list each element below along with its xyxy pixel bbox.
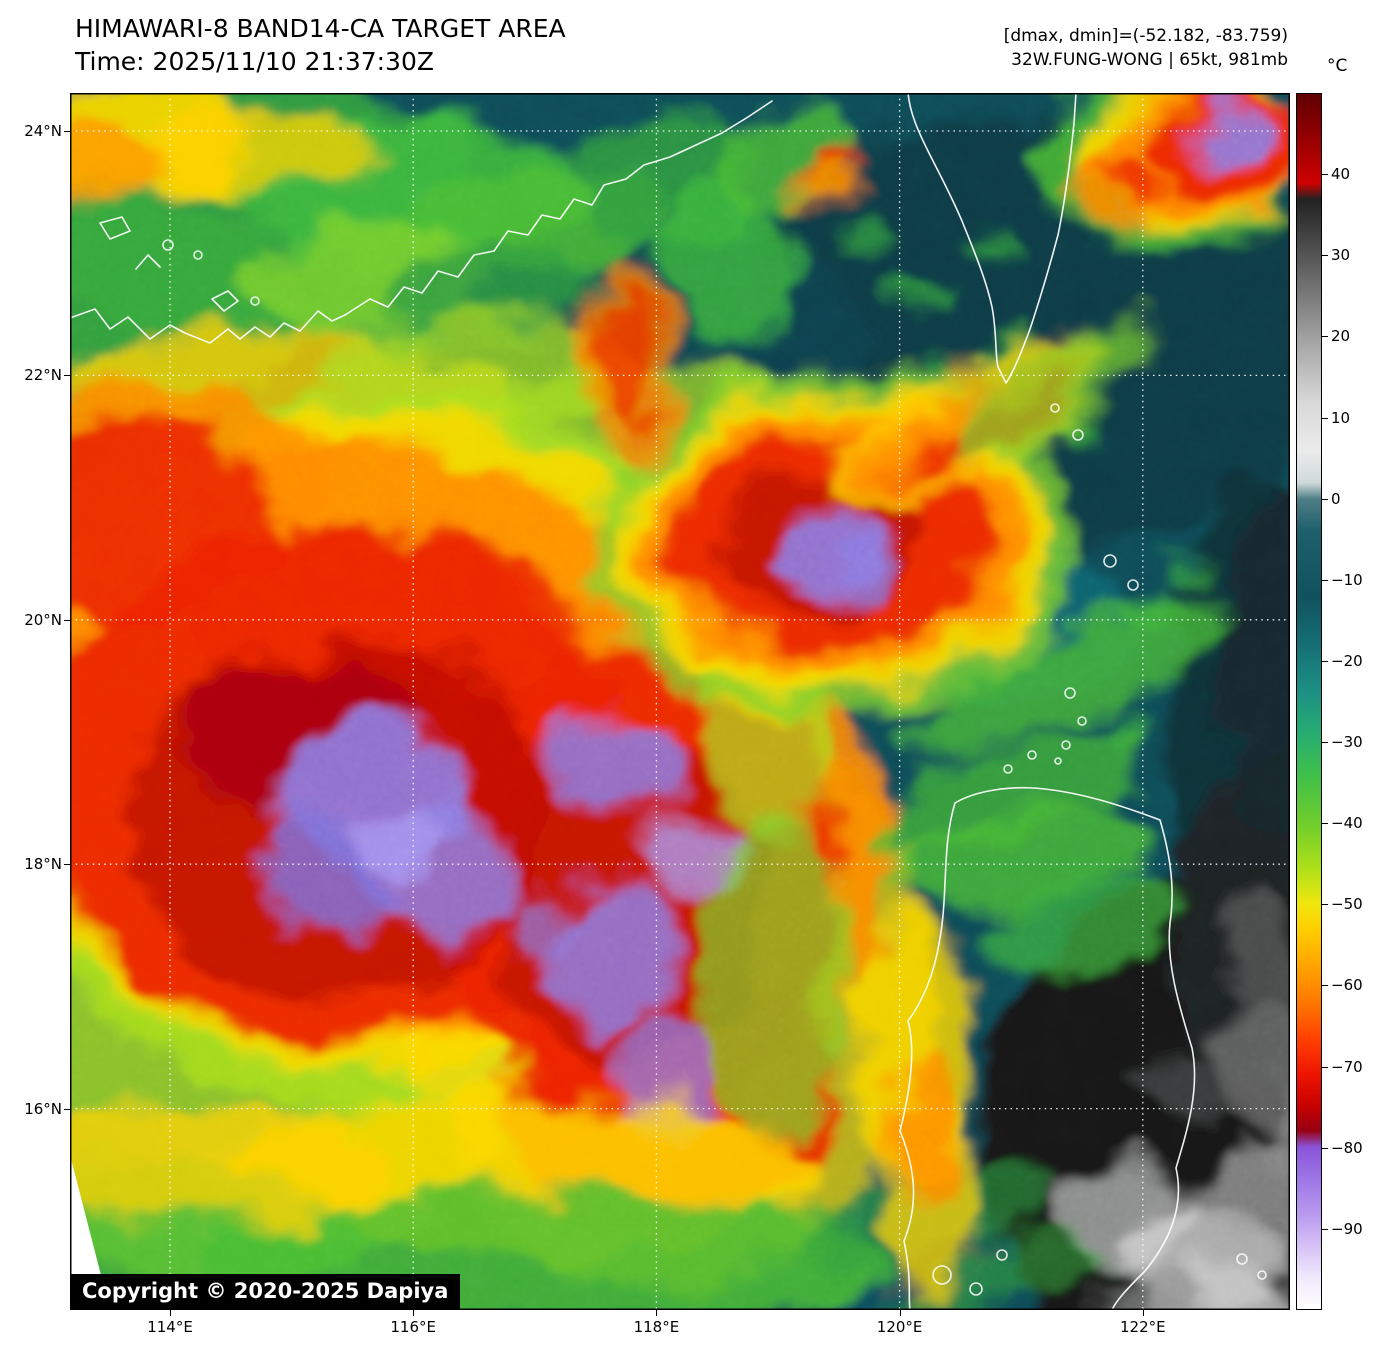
colorbar-tick-label: −30	[1331, 733, 1363, 752]
title-block: HIMAWARI-8 BAND14-CA TARGET AREA Time: 2…	[75, 14, 566, 77]
lon-tick-label: 122°E	[1119, 1318, 1166, 1336]
colorbar-tick-mark	[1322, 417, 1328, 419]
colorbar-tick-label: 30	[1331, 246, 1351, 265]
swath-edge	[70, 1155, 110, 1310]
lon-tick-mark	[413, 1310, 415, 1316]
grid-lines	[70, 93, 1290, 1310]
colorbar-tick-label: −10	[1331, 570, 1363, 589]
colorbar-tick-mark	[1322, 985, 1328, 987]
colorbar-tick-mark	[1322, 1066, 1328, 1068]
colorbar-tick-mark	[1322, 823, 1328, 825]
lon-tick-mark	[170, 1310, 171, 1316]
storm-info-text: 32W.FUNG-WONG | 65kt, 981mb	[1011, 50, 1288, 70]
dmax-dmin-text: [dmax, dmin]=(-52.182, -83.759)	[1003, 26, 1288, 46]
colorbar	[1296, 93, 1322, 1310]
lat-tick-mark	[64, 131, 70, 132]
coastline	[70, 93, 1267, 1310]
lon-tick-label: 120°E	[876, 1318, 923, 1336]
lon-tick-label: 118°E	[633, 1318, 680, 1336]
meta-block: [dmax, dmin]=(-52.182, -83.759) 32W.FUNG…	[1004, 24, 1288, 72]
figure-time: Time: 2025/11/10 21:37:30Z	[75, 47, 434, 76]
lat-tick-label: 18°N	[24, 855, 62, 874]
lat-tick-label: 24°N	[24, 122, 62, 140]
satellite-map: Copyright © 2020-2025 Dapiya	[70, 93, 1290, 1310]
colorbar-tick-label: 0	[1331, 489, 1341, 508]
copyright-label: Copyright © 2020-2025 Dapiya	[70, 1274, 461, 1310]
colorbar-tick-label: −40	[1331, 814, 1363, 833]
texture-speckle	[70, 93, 1290, 1310]
lat-tick-mark	[64, 864, 70, 866]
colorbar-tick-label: −50	[1331, 895, 1363, 914]
colorbar-tick-mark	[1322, 1147, 1328, 1149]
colorbar-tick-mark	[1322, 579, 1328, 581]
lat-tick-label: 20°N	[24, 610, 62, 629]
colorbar-tick-label: 40	[1331, 165, 1351, 184]
lat-tick-label: 22°N	[24, 366, 62, 385]
colorbar-tick-label: −90	[1331, 1219, 1363, 1238]
colorbar-tick-label: −60	[1331, 976, 1363, 995]
lat-tick-label: 16°N	[24, 1099, 62, 1118]
colorbar-tick-mark	[1322, 1228, 1328, 1230]
colorbar-tick-label: −80	[1331, 1138, 1363, 1157]
lon-tick-mark	[1142, 1310, 1144, 1316]
lon-tick-label: 116°E	[390, 1318, 436, 1336]
colorbar-tick-mark	[1322, 498, 1328, 500]
colorbar-tick-label: −20	[1331, 651, 1363, 670]
figure-title: HIMAWARI-8 BAND14-CA TARGET AREA	[75, 14, 566, 43]
colorbar-tick-mark	[1322, 174, 1328, 176]
colorbar-tick-label: 10	[1331, 408, 1351, 427]
lat-tick-mark	[64, 1108, 70, 1110]
colorbar-tick-mark	[1322, 742, 1328, 744]
colorbar-tick-label: −70	[1331, 1057, 1363, 1076]
colorbar-tick-mark	[1322, 904, 1328, 906]
lon-tick-label: 114°E	[147, 1318, 193, 1336]
colorbar-tick-mark	[1322, 255, 1328, 257]
lon-tick-mark	[656, 1310, 658, 1316]
colorbar-tick-mark	[1322, 660, 1328, 662]
lat-tick-mark	[64, 619, 70, 621]
lon-tick-mark	[899, 1310, 901, 1316]
lat-tick-mark	[64, 375, 70, 377]
map-frame	[70, 93, 1290, 1310]
colorbar-tick-label: 20	[1331, 327, 1351, 346]
colorbar-unit-label: °C	[1327, 56, 1348, 76]
colorbar-tick-mark	[1322, 336, 1328, 338]
satellite-image	[70, 93, 1290, 1310]
